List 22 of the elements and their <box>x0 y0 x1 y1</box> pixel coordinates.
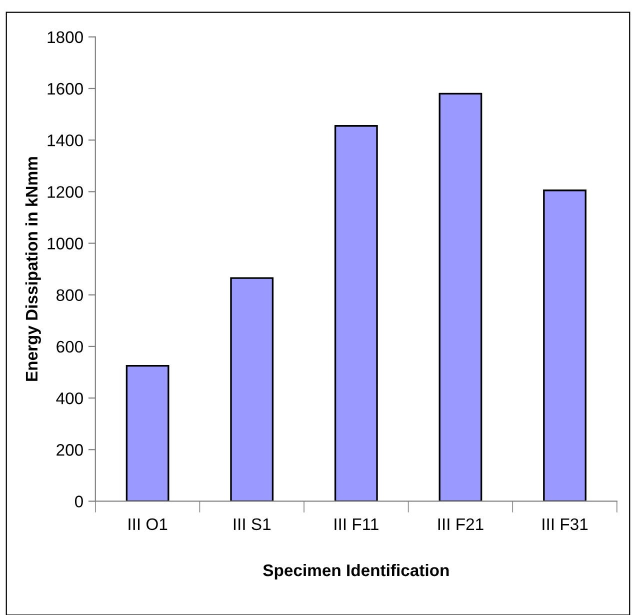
y-tick-label: 800 <box>56 289 83 302</box>
x-tick-label: III F21 <box>438 518 484 530</box>
x-tick-label: III F31 <box>542 518 588 530</box>
bar <box>126 364 170 502</box>
y-tick-label: 1000 <box>48 238 83 250</box>
x-tick-label: III F11 <box>334 518 378 530</box>
x-tick-label: III S1 <box>234 518 270 530</box>
y-axis-title: Energy Dissipation in kNmm <box>25 157 41 381</box>
y-tick-label: 1200 <box>48 186 83 198</box>
y-tick-label: 1600 <box>48 82 83 95</box>
y-tick-label: 1800 <box>48 31 83 44</box>
bar <box>438 92 482 502</box>
bar <box>543 190 586 502</box>
y-tick-label: 0 <box>74 496 83 508</box>
x-axis-title: Specimen Identification <box>263 564 449 580</box>
bar <box>334 125 378 502</box>
bar <box>230 277 274 502</box>
y-tick-label: 600 <box>56 340 83 353</box>
x-tick-label: III O1 <box>128 518 168 530</box>
y-tick-label: 1400 <box>48 134 83 146</box>
y-tick-label: 400 <box>56 392 83 404</box>
y-tick-label: 200 <box>56 444 83 456</box>
